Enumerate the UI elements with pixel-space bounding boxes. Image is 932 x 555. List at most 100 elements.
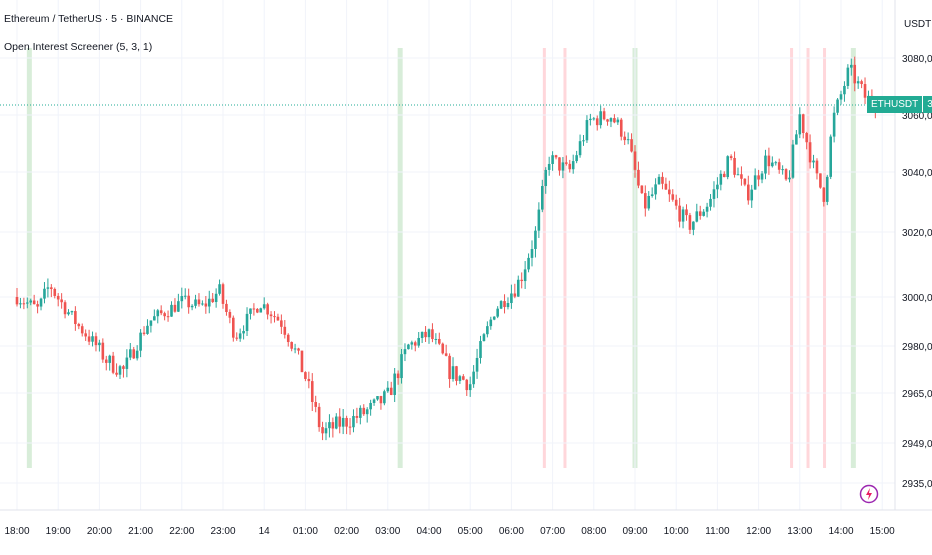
candle-down [211, 298, 214, 303]
candle-up [578, 141, 582, 156]
candle-up [194, 299, 197, 306]
x-tick-label: 09:00 [622, 526, 647, 537]
candle-up [492, 316, 496, 320]
candle-up [791, 144, 795, 178]
x-tick-label: 14:00 [828, 526, 853, 537]
candle-up [153, 316, 156, 321]
sell-signal-band [563, 48, 567, 468]
candle-down [805, 132, 808, 143]
candle-down [815, 160, 819, 174]
candle-down [286, 334, 290, 343]
candle-up [599, 111, 602, 126]
x-tick-label: 03:00 [375, 526, 400, 537]
candle-up [695, 211, 699, 222]
indicator-label[interactable]: Open Interest Screener (5, 3, 1) [4, 41, 153, 53]
candle-up [530, 248, 534, 258]
candle-up [771, 162, 774, 167]
candle-up [146, 325, 149, 334]
candle-down [379, 396, 383, 404]
candle-down [503, 301, 506, 308]
candle-up [719, 173, 723, 185]
candle-up [527, 257, 530, 270]
candle-down [163, 313, 166, 317]
candle-down [314, 401, 317, 407]
candle-up [499, 301, 503, 309]
x-tick-label: 20:00 [87, 526, 112, 537]
x-tick-label: 06:00 [499, 526, 524, 537]
candle-down [513, 293, 517, 297]
candle-down [338, 416, 342, 427]
candle-up [829, 136, 832, 177]
candle-up [43, 288, 46, 299]
candle-down [819, 173, 822, 188]
candle-up [190, 305, 194, 308]
candle-up [98, 342, 101, 346]
candle-down [740, 174, 743, 179]
bolt-icon[interactable] [859, 484, 879, 504]
candle-up [458, 376, 462, 381]
candle-up [475, 357, 479, 372]
candle-down [637, 169, 640, 186]
price-tag-value: 3064,35 [923, 96, 932, 113]
candle-up [407, 344, 410, 350]
x-tick-label: 04:00 [416, 526, 441, 537]
candle-up [489, 319, 493, 327]
y-tick-label: 2965,00 [902, 389, 932, 400]
candle-up [46, 287, 50, 289]
x-tick-label: 01:00 [293, 526, 318, 537]
current-price-tag: ETHUSDT 3064,35 [867, 96, 932, 113]
candle-down [613, 118, 616, 123]
candle-up [709, 198, 712, 207]
candle-down [595, 118, 599, 126]
candle-up [19, 303, 22, 305]
candle-up [427, 329, 431, 338]
currency-label[interactable]: USDT [904, 19, 932, 30]
candle-down [235, 337, 239, 339]
candle-up [486, 326, 489, 335]
candle-up [403, 349, 407, 355]
candle-up [753, 175, 757, 190]
candle-up [541, 186, 544, 210]
sell-signal-band [542, 48, 546, 468]
candle-up [626, 139, 630, 141]
chart-title: Ethereum / TetherUS · 5 · BINANCE [4, 13, 174, 25]
candle-down [863, 84, 867, 98]
candle-down [448, 355, 451, 380]
candle-up [726, 156, 729, 178]
y-tick-label: 3020,00 [902, 228, 932, 239]
candle-up [647, 195, 651, 209]
candle-up [139, 332, 142, 351]
candle-down [221, 284, 225, 304]
y-tick-label: 3080,00 [902, 54, 932, 65]
candle-up [400, 354, 403, 379]
candle-up [510, 293, 513, 304]
candle-up [781, 169, 784, 171]
sell-signal-band [823, 48, 827, 468]
candle-down [554, 155, 558, 158]
x-tick-label: 21:00 [128, 526, 153, 537]
candle-up [839, 94, 843, 100]
candle-down [74, 311, 77, 325]
y-tick-label: 3060,00 [902, 111, 932, 122]
candle-up [39, 298, 43, 307]
candle-up [812, 160, 815, 163]
candle-down [455, 366, 458, 381]
candle-up [681, 209, 685, 222]
candle-down [808, 142, 812, 163]
candle-down [348, 426, 352, 428]
candle-up [616, 119, 620, 123]
candle-down [784, 169, 788, 180]
candle-up [170, 304, 173, 317]
candle-up [324, 428, 328, 434]
candle-up [716, 184, 719, 190]
candle-down [462, 376, 465, 380]
candle-down [115, 372, 118, 375]
candle-up [774, 162, 778, 164]
candle-up [506, 303, 510, 308]
candle-down [104, 359, 108, 363]
candle-down [441, 343, 445, 354]
candle-up [129, 349, 132, 358]
candle-down [674, 199, 678, 206]
